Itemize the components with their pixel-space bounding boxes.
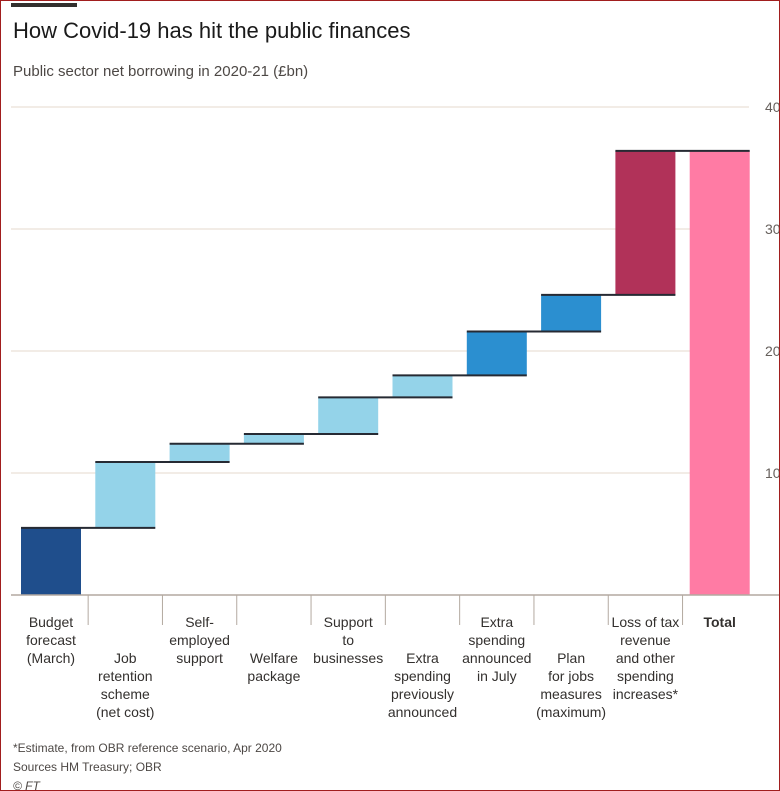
category-label-line: package (247, 668, 300, 684)
sources-note: Sources HM Treasury; OBR (13, 760, 162, 774)
category-label-line: Loss of tax (612, 614, 680, 630)
category-label-line: support (176, 650, 223, 666)
copyright-note: © FT (13, 779, 40, 791)
category-label-line: for jobs (548, 668, 594, 684)
y-tick-label: 400 (765, 99, 779, 115)
footnote: *Estimate, from OBR reference scenario, … (13, 741, 282, 755)
bar (689, 150, 750, 596)
bar (466, 331, 527, 376)
category-label-line: in July (477, 668, 517, 684)
category-label-line: forecast (26, 632, 76, 648)
category-labels: Budget forecast (March) Job retention scheme (… (26, 614, 736, 720)
category-label-line: scheme (101, 686, 150, 702)
bar (21, 527, 81, 595)
category-label: Welfare package (247, 650, 300, 684)
bar (615, 150, 676, 295)
category-label-line: increases* (613, 686, 679, 702)
category-label-line: Self- (185, 614, 214, 630)
category-label-line: announced (462, 650, 531, 666)
category-label: Loss of tax revenue and other spending incre… (612, 614, 680, 702)
bars (21, 150, 750, 596)
category-label: Job retention scheme (net cost) (96, 650, 154, 720)
category-label-line: (maximum) (536, 704, 606, 720)
category-label-line: spending (468, 632, 525, 648)
y-tick-label: 300 (765, 221, 779, 237)
bar (392, 375, 453, 398)
category-label: Budget forecast (March) (26, 614, 76, 666)
category-label: Extra spending announced in July (462, 614, 531, 684)
bar (318, 397, 379, 434)
bar (95, 462, 156, 528)
category-label-line: spending (617, 668, 674, 684)
connector-lines (21, 149, 750, 529)
category-label-line: Plan (557, 650, 585, 666)
category-label-line: and other (616, 650, 675, 666)
category-label-line: Extra (480, 614, 513, 630)
chart-subtitle: Public sector net borrowing in 2020-21 (… (13, 63, 309, 80)
category-label-line: Job (114, 650, 137, 666)
y-tick-label: 100 (765, 465, 779, 481)
category-label: Support to businesses (313, 614, 383, 666)
category-label-line: (March) (27, 650, 75, 666)
category-label-line: (net cost) (96, 704, 154, 720)
category-label-line: Budget (29, 614, 73, 630)
category-label-line: previously (391, 686, 454, 702)
category-label: Extra spending previously announced (388, 650, 457, 720)
category-label-line: to (342, 632, 354, 648)
bar (169, 443, 230, 463)
y-tick-label: 200 (765, 343, 779, 359)
x-axis (11, 594, 779, 625)
category-label-line: employed (169, 632, 230, 648)
category-label-line: Support (324, 614, 373, 630)
category-label-line: spending (394, 668, 451, 684)
chart-title: How Covid-19 has hit the public finances (13, 18, 411, 43)
category-label-line: retention (98, 668, 152, 684)
category-label: Plan for jobs measures (maximum) (536, 650, 606, 720)
bar (541, 294, 602, 332)
category-label-line: businesses (313, 650, 383, 666)
chart-footer: *Estimate, from OBR reference scenario, … (13, 739, 282, 791)
ft-accent-bar (11, 3, 77, 7)
category-label-line: Welfare (250, 650, 298, 666)
category-label-line: revenue (620, 632, 671, 648)
category-label-line: announced (388, 704, 457, 720)
category-label-line: measures (540, 686, 601, 702)
category-label: Self-employed support (169, 614, 230, 666)
bar (243, 433, 304, 444)
category-label-line: Total (703, 614, 735, 630)
category-label: Total (703, 614, 735, 630)
waterfall-chart: 400 300 200 100 Budget forecast (March) Job ret… (11, 99, 779, 720)
category-label-line: Extra (406, 650, 439, 666)
